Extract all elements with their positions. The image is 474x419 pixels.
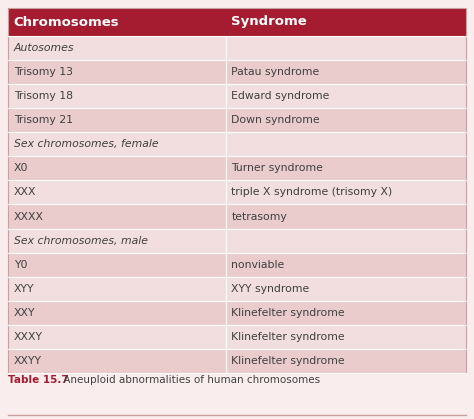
Text: Patau syndrome: Patau syndrome (231, 67, 319, 77)
Text: Table 15.7: Table 15.7 (8, 375, 69, 385)
Text: tetrasomy: tetrasomy (231, 212, 287, 222)
Text: Sex chromosomes, male: Sex chromosomes, male (14, 235, 148, 246)
FancyBboxPatch shape (8, 60, 466, 84)
Text: Trisomy 18: Trisomy 18 (14, 91, 73, 101)
Text: XYY: XYY (14, 284, 34, 294)
Text: XXX: XXX (14, 187, 36, 197)
FancyBboxPatch shape (8, 8, 466, 36)
FancyBboxPatch shape (8, 301, 466, 325)
FancyBboxPatch shape (8, 349, 466, 373)
FancyBboxPatch shape (8, 325, 466, 349)
Text: Klinefelter syndrome: Klinefelter syndrome (231, 356, 345, 366)
Text: nonviable: nonviable (231, 260, 284, 270)
Text: Trisomy 21: Trisomy 21 (14, 115, 73, 125)
FancyBboxPatch shape (8, 84, 466, 108)
Text: Turner syndrome: Turner syndrome (231, 163, 323, 173)
Text: Trisomy 13: Trisomy 13 (14, 67, 73, 77)
FancyBboxPatch shape (8, 156, 466, 181)
Text: XXXY: XXXY (14, 332, 43, 342)
Text: XXY: XXY (14, 308, 35, 318)
Text: Chromosomes: Chromosomes (14, 16, 119, 28)
Text: Syndrome: Syndrome (231, 16, 307, 28)
FancyBboxPatch shape (8, 132, 466, 156)
FancyBboxPatch shape (8, 204, 466, 229)
Text: Aneuploid abnormalities of human chromosomes: Aneuploid abnormalities of human chromos… (60, 375, 320, 385)
Text: Y0: Y0 (14, 260, 27, 270)
FancyBboxPatch shape (8, 108, 466, 132)
Text: Down syndrome: Down syndrome (231, 115, 320, 125)
Text: Edward syndrome: Edward syndrome (231, 91, 329, 101)
FancyBboxPatch shape (8, 181, 466, 204)
Text: XXYY: XXYY (14, 356, 42, 366)
Text: Sex chromosomes, female: Sex chromosomes, female (14, 140, 158, 149)
Text: Klinefelter syndrome: Klinefelter syndrome (231, 332, 345, 342)
Text: triple X syndrome (trisomy X): triple X syndrome (trisomy X) (231, 187, 392, 197)
FancyBboxPatch shape (8, 36, 466, 60)
FancyBboxPatch shape (8, 229, 466, 253)
FancyBboxPatch shape (8, 253, 466, 277)
Text: XXXX: XXXX (14, 212, 44, 222)
Text: X0: X0 (14, 163, 28, 173)
FancyBboxPatch shape (8, 277, 466, 301)
Text: Klinefelter syndrome: Klinefelter syndrome (231, 308, 345, 318)
Text: Autosomes: Autosomes (14, 43, 74, 53)
Text: XYY syndrome: XYY syndrome (231, 284, 310, 294)
